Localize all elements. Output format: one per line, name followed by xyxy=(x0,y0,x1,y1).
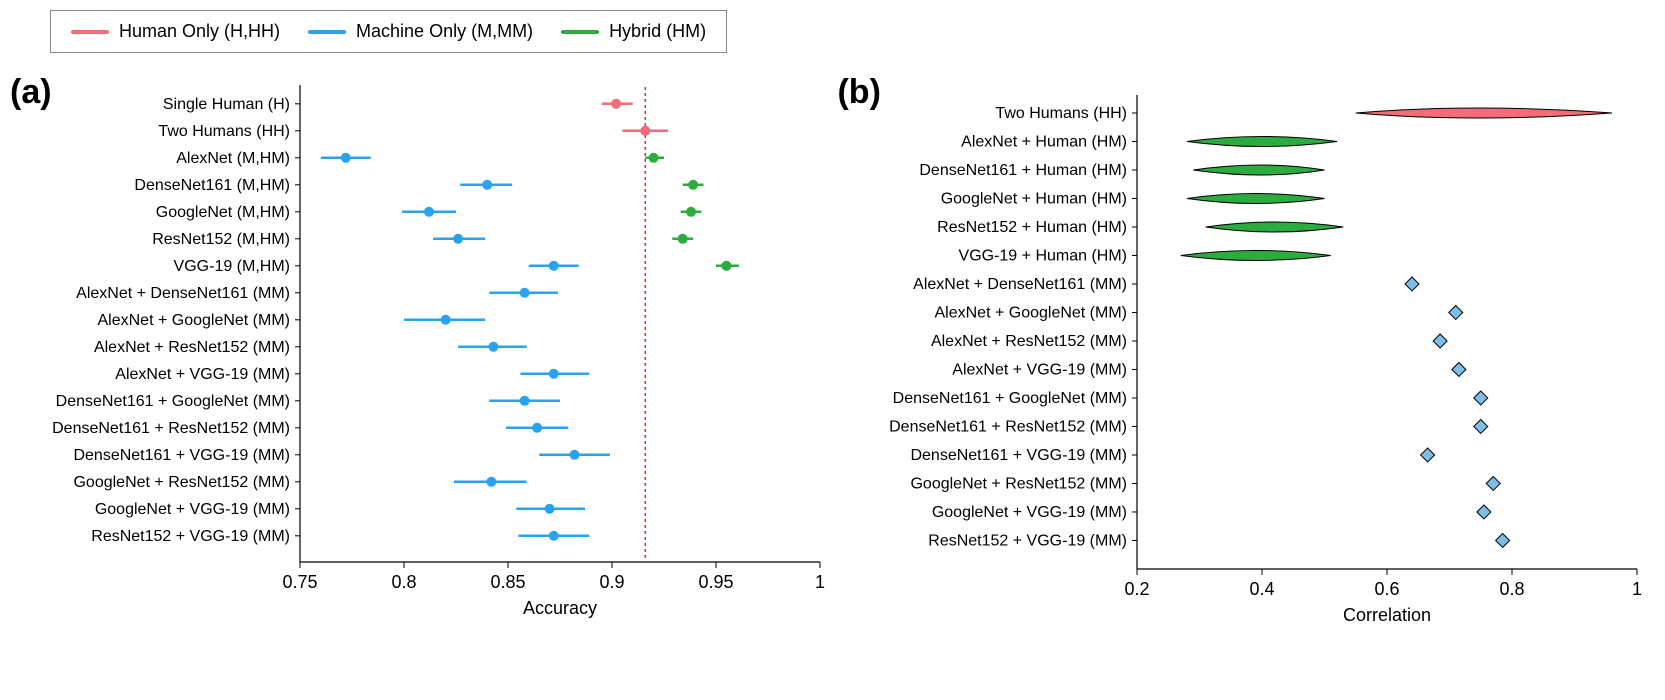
data-point xyxy=(520,396,530,406)
row-label: ResNet152 + VGG-19 (MM) xyxy=(91,528,290,545)
row-label: VGG-19 + Human (HM) xyxy=(959,248,1127,265)
legend-label: Machine Only (M,MM) xyxy=(356,21,533,42)
data-point xyxy=(341,153,351,163)
row-label: AlexNet + Human (HM) xyxy=(962,134,1128,151)
row-label: GoogleNet + VGG-19 (MM) xyxy=(932,504,1127,521)
xtick-label: 0.9 xyxy=(599,572,624,592)
diamond-point xyxy=(1477,505,1491,519)
xtick-label: 0.75 xyxy=(282,572,317,592)
row-label: AlexNet + VGG-19 (MM) xyxy=(953,362,1128,379)
row-label: VGG-19 (M,HM) xyxy=(174,258,290,275)
legend-item-human: Human Only (H,HH) xyxy=(71,21,280,42)
row-label: AlexNet + ResNet152 (MM) xyxy=(94,339,290,356)
data-point xyxy=(549,369,559,379)
correlation-chart: 0.2 0.4 0.6 0.8 1 Correlation Two Humans (HH) A… xyxy=(837,63,1657,683)
xtick-label: 1 xyxy=(1632,579,1642,599)
row-label: AlexNet (M,HM) xyxy=(176,150,290,167)
data-point xyxy=(721,261,731,271)
data-point xyxy=(570,450,580,460)
diamond-point xyxy=(1449,305,1463,319)
xtick-label: 0.6 xyxy=(1375,579,1400,599)
diamond-point xyxy=(1405,277,1419,291)
legend-item-machine: Machine Only (M,MM) xyxy=(308,21,533,42)
x-axis-title: Correlation xyxy=(1343,605,1431,625)
violin xyxy=(1206,222,1344,232)
legend-swatch-hybrid xyxy=(561,30,599,34)
row-label: GoogleNet + VGG-19 (MM) xyxy=(95,501,290,518)
legend-swatch-machine xyxy=(308,30,346,34)
diamond-point xyxy=(1474,391,1488,405)
diamond-point xyxy=(1474,419,1488,433)
row-label: AlexNet + GoogleNet (MM) xyxy=(97,312,290,329)
violin xyxy=(1356,108,1612,118)
row-label: AlexNet + GoogleNet (MM) xyxy=(935,305,1128,322)
violin xyxy=(1187,193,1325,203)
data-point xyxy=(549,531,559,541)
data-point xyxy=(686,207,696,217)
violin xyxy=(1187,136,1337,146)
data-point xyxy=(453,234,463,244)
row-label: DenseNet161 + Human (HM) xyxy=(920,162,1128,179)
data-point xyxy=(545,504,555,514)
data-point xyxy=(424,207,434,217)
row-label: ResNet152 + Human (HM) xyxy=(938,219,1128,236)
data-point xyxy=(649,153,659,163)
legend: Human Only (H,HH) Machine Only (M,MM) Hy… xyxy=(50,10,727,53)
xtick-label: 0.4 xyxy=(1250,579,1275,599)
row-label: ResNet152 + VGG-19 (MM) xyxy=(929,533,1128,550)
data-point xyxy=(488,342,498,352)
data-point xyxy=(640,126,650,136)
row-label: GoogleNet (M,HM) xyxy=(156,204,290,221)
row-label: AlexNet + DenseNet161 (MM) xyxy=(76,285,290,302)
row-label: ResNet152 (M,HM) xyxy=(152,231,290,248)
data-point xyxy=(441,315,451,325)
accuracy-chart: 0.75 0.8 0.85 0.9 0.95 1 Accuracy Single Human … xyxy=(10,63,840,683)
xtick-label: 0.85 xyxy=(490,572,525,592)
row-label: DenseNet161 + ResNet152 (MM) xyxy=(890,419,1128,436)
diamond-point xyxy=(1452,362,1466,376)
row-label: GoogleNet + ResNet152 (MM) xyxy=(73,474,290,491)
violin xyxy=(1181,250,1331,260)
xtick-label: 0.8 xyxy=(1500,579,1525,599)
row-label: Two Humans (HH) xyxy=(158,123,290,140)
data-point xyxy=(532,423,542,433)
row-label: DenseNet161 + VGG-19 (MM) xyxy=(73,447,290,464)
diamond-point xyxy=(1421,448,1435,462)
row-label: GoogleNet + ResNet152 (MM) xyxy=(911,476,1128,493)
data-point xyxy=(688,180,698,190)
xtick-label: 1 xyxy=(815,572,825,592)
row-label: AlexNet + VGG-19 (MM) xyxy=(115,366,290,383)
data-point xyxy=(611,99,621,109)
row-label: Single Human (H) xyxy=(163,96,290,113)
row-label: DenseNet161 + GoogleNet (MM) xyxy=(893,390,1127,407)
data-point xyxy=(486,477,496,487)
row-label: AlexNet + DenseNet161 (MM) xyxy=(914,276,1128,293)
legend-item-hybrid: Hybrid (HM) xyxy=(561,21,706,42)
row-label: AlexNet + ResNet152 (MM) xyxy=(931,333,1127,350)
data-point xyxy=(549,261,559,271)
row-label: DenseNet161 (M,HM) xyxy=(134,177,290,194)
xtick-label: 0.95 xyxy=(698,572,733,592)
legend-swatch-human xyxy=(71,30,109,34)
row-label: DenseNet161 + GoogleNet (MM) xyxy=(56,393,290,410)
row-label: DenseNet161 + VGG-19 (MM) xyxy=(911,447,1128,464)
row-label: GoogleNet + Human (HM) xyxy=(941,191,1127,208)
x-axis-title: Accuracy xyxy=(523,598,597,618)
legend-label: Hybrid (HM) xyxy=(609,21,706,42)
row-label: DenseNet161 + ResNet152 (MM) xyxy=(52,420,290,437)
xtick-label: 0.8 xyxy=(391,572,416,592)
data-point xyxy=(678,234,688,244)
diamond-point xyxy=(1434,334,1448,348)
row-label: Two Humans (HH) xyxy=(996,105,1128,122)
diamond-point xyxy=(1487,476,1501,490)
violin xyxy=(1194,165,1325,175)
legend-label: Human Only (H,HH) xyxy=(119,21,280,42)
diamond-point xyxy=(1496,533,1510,547)
data-point xyxy=(520,288,530,298)
data-point xyxy=(482,180,492,190)
xtick-label: 0.2 xyxy=(1125,579,1150,599)
